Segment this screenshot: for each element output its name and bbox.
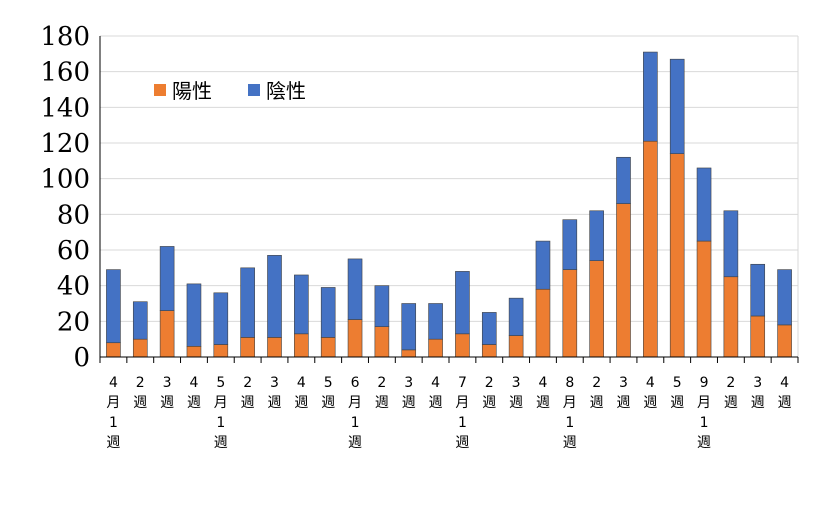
bar-negative [723,210,739,278]
bar-negative [106,269,121,344]
y-tick-label: 40 [57,272,90,302]
bar-negative [428,303,443,340]
bar-positive [294,333,309,358]
axes [99,36,799,363]
y-tick-label: 20 [57,307,90,337]
bar-positive [186,345,202,358]
bar-negative [535,240,551,290]
bar-negative [696,167,712,242]
y-tick-labels: 0 20 40 60 80 100 120 140 160 180 [40,22,90,373]
y-tick-label: 140 [40,93,90,123]
legend: 陽性 陰性 [154,79,306,103]
bar-negative [750,263,766,317]
bar-negative [240,267,255,338]
x-tick-labels: 4 月 1 週 2 週 3 週 4 週 5 月 1 週 2 週 3 週 4 週 5 週 6 月 1 週 2 週 3 週 4 週 7 月 1 週 2 週 3 週… [106,375,791,451]
bar-positive [106,342,121,358]
y-tick-label: 180 [40,22,90,52]
bar-positive [669,153,685,358]
bar-negative [159,246,175,311]
bar-negative [616,156,631,204]
bar-negative [643,51,658,142]
bar-positive [562,269,578,358]
bar-negative [347,258,363,320]
bars [106,51,792,358]
bar-negative [320,287,336,338]
bar-positive [750,315,766,358]
legend-swatch-negative [248,84,260,96]
bar-positive [401,349,417,358]
bar-negative [401,303,417,351]
bar-positive [777,324,792,358]
bar-positive [696,240,712,358]
bar-positive [589,260,604,358]
bar-positive [320,337,336,358]
bar-positive [616,203,631,358]
bar-positive [132,338,148,358]
bar-negative [267,255,282,338]
bar-negative [294,274,309,335]
bar-negative [132,301,148,340]
bar-positive [428,338,443,358]
bar-negative [481,312,497,345]
bar-negative [562,219,578,270]
y-tick-label: 120 [40,129,90,159]
bar-negative [213,292,229,345]
bar-negative [508,297,524,336]
bar-positive [347,319,363,358]
bar-positive [213,344,229,358]
bar-positive [159,310,175,358]
bar-positive [240,337,255,358]
bar-negative [374,285,390,327]
legend-swatch-positive [154,84,166,96]
bar-positive [267,337,282,358]
y-tick-label: 160 [40,58,90,88]
bar-positive [643,140,658,358]
y-tick-label: 60 [57,236,90,266]
bar-negative [777,269,792,326]
bar-positive [535,288,551,358]
y-tick-label: 80 [57,200,90,230]
bar-negative [186,283,202,347]
bar-positive [723,276,739,358]
gridlines [100,35,799,357]
y-tick-label: 0 [73,343,90,373]
legend-label-positive: 陽性 [172,79,212,103]
bar-negative [455,271,470,335]
legend-label-negative: 陰性 [266,79,306,103]
bar-positive [508,335,524,358]
bar-negative [669,58,685,155]
bar-negative [589,210,604,261]
bar-positive [374,326,390,358]
y-tick-label: 100 [40,165,90,195]
bar-positive [455,333,470,358]
bar-positive [481,344,497,358]
